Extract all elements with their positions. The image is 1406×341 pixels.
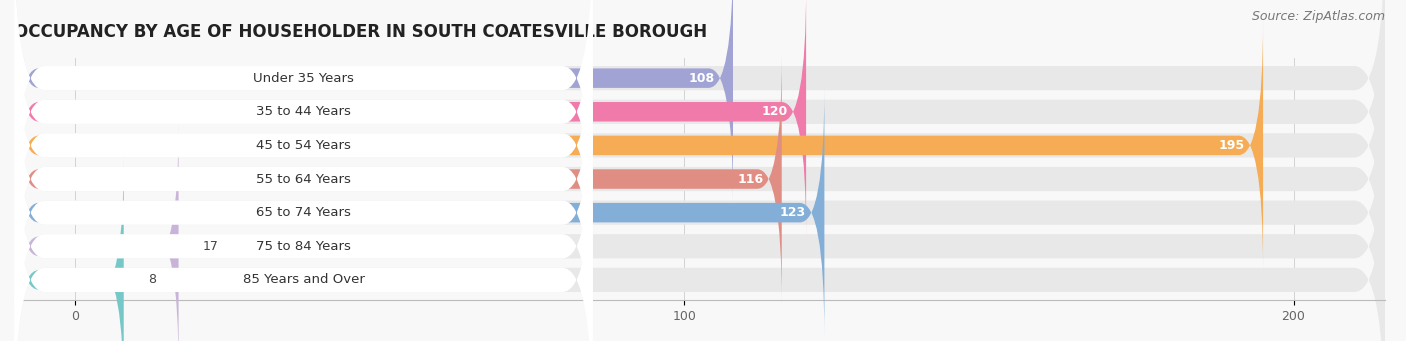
FancyBboxPatch shape <box>14 0 593 268</box>
FancyBboxPatch shape <box>14 57 593 341</box>
FancyBboxPatch shape <box>14 0 593 234</box>
FancyBboxPatch shape <box>14 0 1385 268</box>
Text: 123: 123 <box>780 206 806 219</box>
Text: 55 to 64 Years: 55 to 64 Years <box>256 173 352 186</box>
Text: 85 Years and Over: 85 Years and Over <box>242 273 364 286</box>
Text: 195: 195 <box>1219 139 1244 152</box>
FancyBboxPatch shape <box>14 90 593 341</box>
FancyBboxPatch shape <box>14 23 1385 335</box>
FancyBboxPatch shape <box>14 121 179 341</box>
FancyBboxPatch shape <box>14 88 824 337</box>
Text: 120: 120 <box>762 105 787 118</box>
FancyBboxPatch shape <box>14 57 1385 341</box>
FancyBboxPatch shape <box>14 124 1385 341</box>
FancyBboxPatch shape <box>14 155 124 341</box>
FancyBboxPatch shape <box>14 90 1385 341</box>
Text: OCCUPANCY BY AGE OF HOUSEHOLDER IN SOUTH COATESVILLE BOROUGH: OCCUPANCY BY AGE OF HOUSEHOLDER IN SOUTH… <box>14 23 707 41</box>
FancyBboxPatch shape <box>14 0 1385 234</box>
FancyBboxPatch shape <box>14 23 593 335</box>
Text: 108: 108 <box>689 72 714 85</box>
FancyBboxPatch shape <box>14 124 593 341</box>
Text: Source: ZipAtlas.com: Source: ZipAtlas.com <box>1251 10 1385 23</box>
FancyBboxPatch shape <box>14 54 782 304</box>
FancyBboxPatch shape <box>14 0 593 301</box>
FancyBboxPatch shape <box>14 0 733 203</box>
Text: 65 to 74 Years: 65 to 74 Years <box>256 206 352 219</box>
Text: 35 to 44 Years: 35 to 44 Years <box>256 105 352 118</box>
Text: 116: 116 <box>737 173 763 186</box>
Text: 45 to 54 Years: 45 to 54 Years <box>256 139 352 152</box>
FancyBboxPatch shape <box>14 0 1385 301</box>
FancyBboxPatch shape <box>14 0 806 237</box>
Text: Under 35 Years: Under 35 Years <box>253 72 354 85</box>
Text: 75 to 84 Years: 75 to 84 Years <box>256 240 352 253</box>
FancyBboxPatch shape <box>14 21 1263 270</box>
Text: 17: 17 <box>202 240 219 253</box>
Text: 8: 8 <box>148 273 156 286</box>
